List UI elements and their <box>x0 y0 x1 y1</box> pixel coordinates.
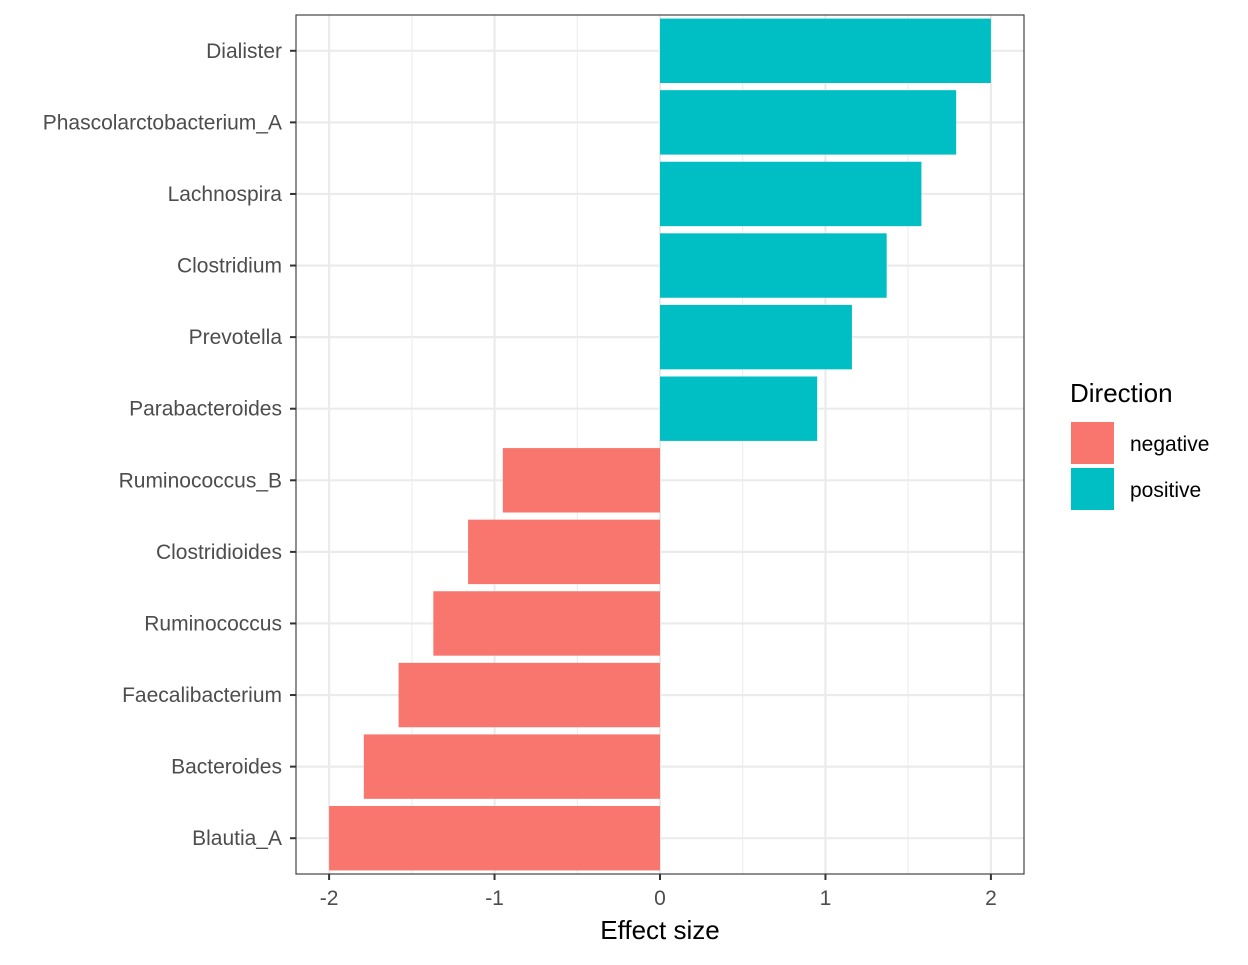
y-tick-label: Phascolarctobacterium_A <box>43 111 282 134</box>
bar-faecalibacterium <box>398 662 660 728</box>
x-tick-label: -1 <box>485 887 504 910</box>
legend-key-positive <box>1071 468 1114 510</box>
y-tick-label: Dialister <box>206 40 282 63</box>
bar-dialister <box>660 18 991 84</box>
y-tick-label: Faecalibacterium <box>122 684 282 707</box>
bars <box>329 18 991 871</box>
y-tick-label: Clostridium <box>177 255 282 278</box>
bar-ruminococcus_b <box>502 448 660 513</box>
legend: Direction negative positive <box>1070 378 1209 510</box>
x-tick-label: 1 <box>820 887 832 910</box>
y-tick-label: Lachnospira <box>168 183 283 206</box>
y-tick-label: Bacteroides <box>171 756 282 779</box>
y-axis: Dialister Phascolarctobacterium_A Lachnosp… <box>43 40 296 850</box>
bar-phascolarctobacterium_a <box>660 90 957 155</box>
x-axis-title: Effect size <box>600 915 719 945</box>
bar-clostridioides <box>468 519 660 585</box>
legend-key-negative <box>1071 422 1114 464</box>
y-tick-label: Blautia_A <box>192 827 282 850</box>
x-tick-label: -2 <box>320 887 339 910</box>
bar-bacteroides <box>363 734 660 799</box>
legend-title: Direction <box>1070 378 1173 408</box>
x-tick-label: 2 <box>985 887 997 910</box>
legend-label-negative: negative <box>1130 433 1209 456</box>
bar-parabacteroides <box>660 376 818 441</box>
bar-prevotella <box>660 304 852 370</box>
bar-blautia_a <box>329 805 660 871</box>
x-axis: -2 -1 0 1 2 <box>320 874 997 910</box>
y-tick-label: Clostridioides <box>156 541 282 564</box>
bar-lachnospira <box>660 161 922 227</box>
bar-clostridium <box>660 233 887 298</box>
legend-label-positive: positive <box>1130 479 1201 502</box>
y-tick-label: Parabacteroides <box>129 398 282 421</box>
bar-ruminococcus <box>433 591 660 656</box>
y-tick-label: Ruminococcus_B <box>119 469 282 492</box>
y-tick-label: Prevotella <box>189 326 283 349</box>
x-tick-label: 0 <box>654 887 666 910</box>
y-tick-label: Ruminococcus <box>144 612 282 635</box>
